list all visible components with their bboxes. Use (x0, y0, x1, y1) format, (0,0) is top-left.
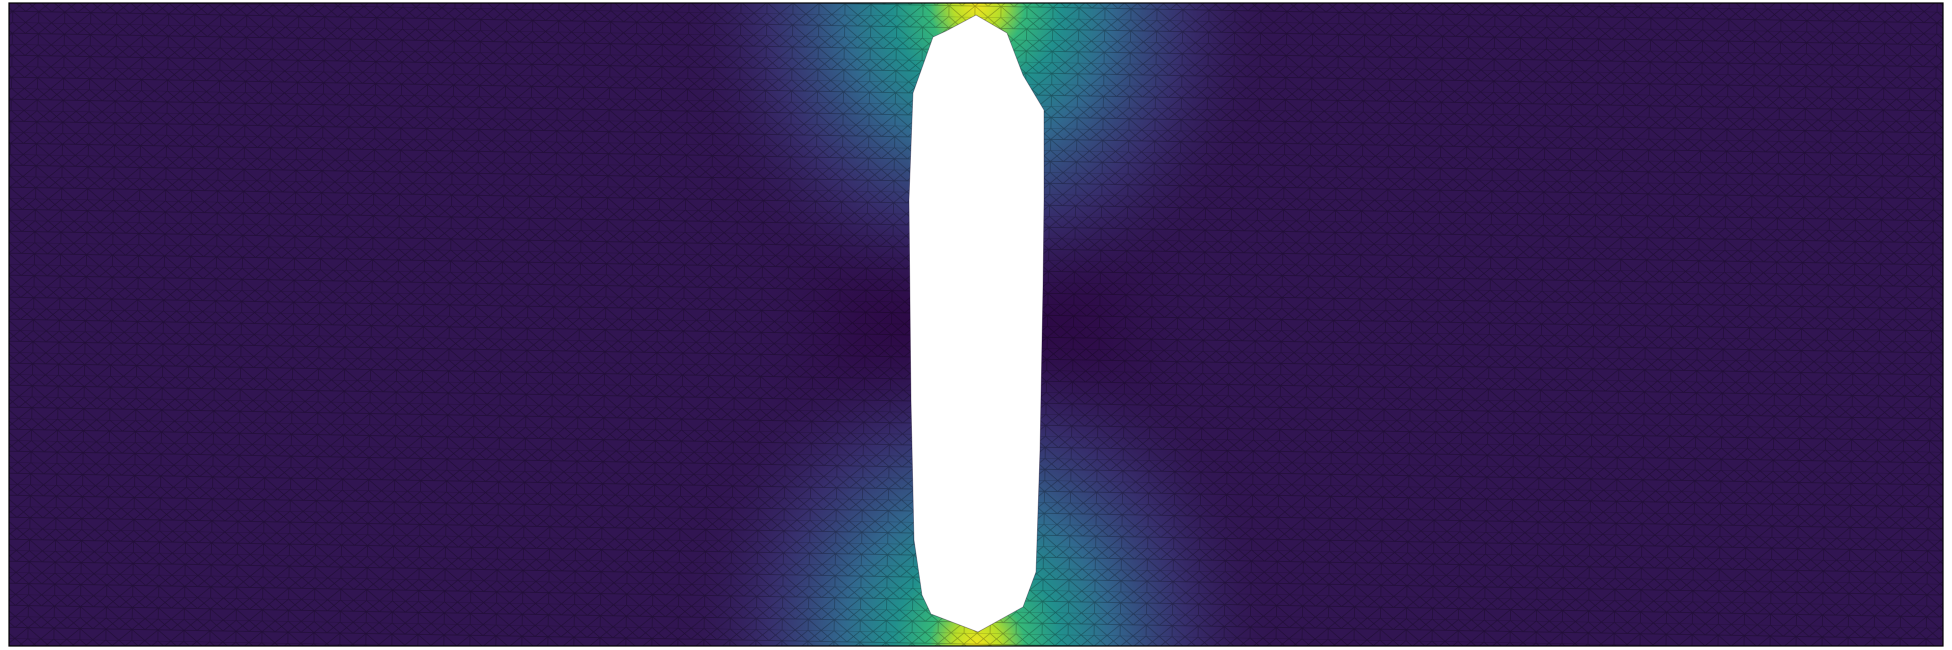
plate-border (8, 2, 1944, 647)
hole (908, 14, 1045, 633)
